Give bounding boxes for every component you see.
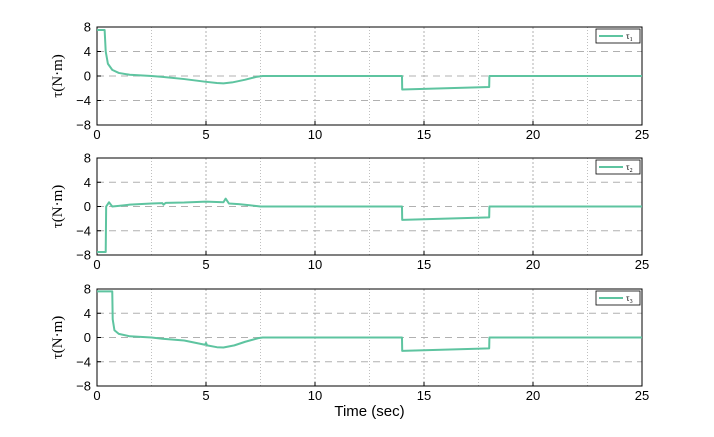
x-tick-label: 25 (635, 257, 649, 272)
panel-1: 0 5 10 15 20 25 8 4 0 −4 −8 τ(N·m) τ1 (50, 20, 649, 143)
y-tick-label: −8 (76, 379, 91, 394)
x-tick-label: 15 (417, 127, 431, 142)
x-tick-label: 0 (93, 127, 100, 142)
x-tick-label: 25 (635, 388, 649, 403)
y-tick-label: 0 (84, 199, 91, 214)
y-tick-label: −8 (76, 248, 91, 263)
panel-3: 0 5 10 15 20 25 8 4 0 −4 −8 τ(N·m) Time (sec) τ3 (50, 282, 649, 421)
x-tick-label: 20 (526, 127, 540, 142)
y-tick-label: −4 (76, 223, 91, 238)
y-tick-label: −4 (76, 354, 91, 369)
x-tick-label: 15 (417, 388, 431, 403)
legend-label: τ3 (626, 293, 633, 305)
y-tick-label: −4 (76, 93, 91, 108)
y-tick-label: 0 (84, 69, 91, 84)
y-tick-label: 0 (84, 330, 91, 345)
x-tick-label: 0 (93, 257, 100, 272)
y-tick-label: 4 (84, 175, 91, 190)
series-line-1 (97, 29, 642, 91)
y-tick-label: 8 (84, 20, 91, 35)
x-tick-label: 5 (202, 127, 209, 142)
x-tick-label: 20 (526, 257, 540, 272)
y-axis-label: τ(N·m) (50, 54, 66, 98)
series-line-3 (97, 290, 642, 352)
x-tick-label: 10 (308, 127, 322, 142)
panel-2: 0 5 10 15 20 25 8 4 0 −4 −8 τ(N·m) τ2 (50, 151, 649, 273)
x-tick-label: 0 (93, 388, 100, 403)
x-tick-label: 5 (202, 388, 209, 403)
y-tick-label: −8 (76, 118, 91, 133)
y-axis-label: τ(N·m) (50, 185, 66, 229)
series-line-2 (97, 197, 642, 253)
legend-label: τ2 (626, 162, 633, 174)
y-tick-label: 8 (84, 282, 91, 297)
x-tick-label: 10 (308, 257, 322, 272)
legend-label: τ1 (626, 31, 633, 43)
x-tick-label: 5 (202, 257, 209, 272)
x-tick-label: 25 (635, 127, 649, 142)
y-axis-label: τ(N·m) (50, 316, 66, 360)
x-tick-label: 10 (308, 388, 322, 403)
y-tick-label: 4 (84, 44, 91, 59)
x-tick-label: 15 (417, 257, 431, 272)
y-tick-label: 8 (84, 151, 91, 166)
x-tick-label: 20 (526, 388, 540, 403)
y-tick-label: 4 (84, 306, 91, 321)
x-axis-label: Time (sec) (334, 403, 404, 420)
